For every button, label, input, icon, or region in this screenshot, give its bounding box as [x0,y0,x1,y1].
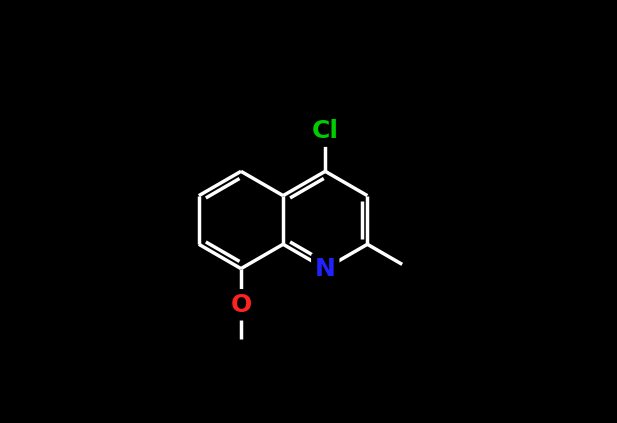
Text: Cl: Cl [312,119,339,143]
Text: O: O [230,293,252,317]
Text: N: N [315,257,336,280]
